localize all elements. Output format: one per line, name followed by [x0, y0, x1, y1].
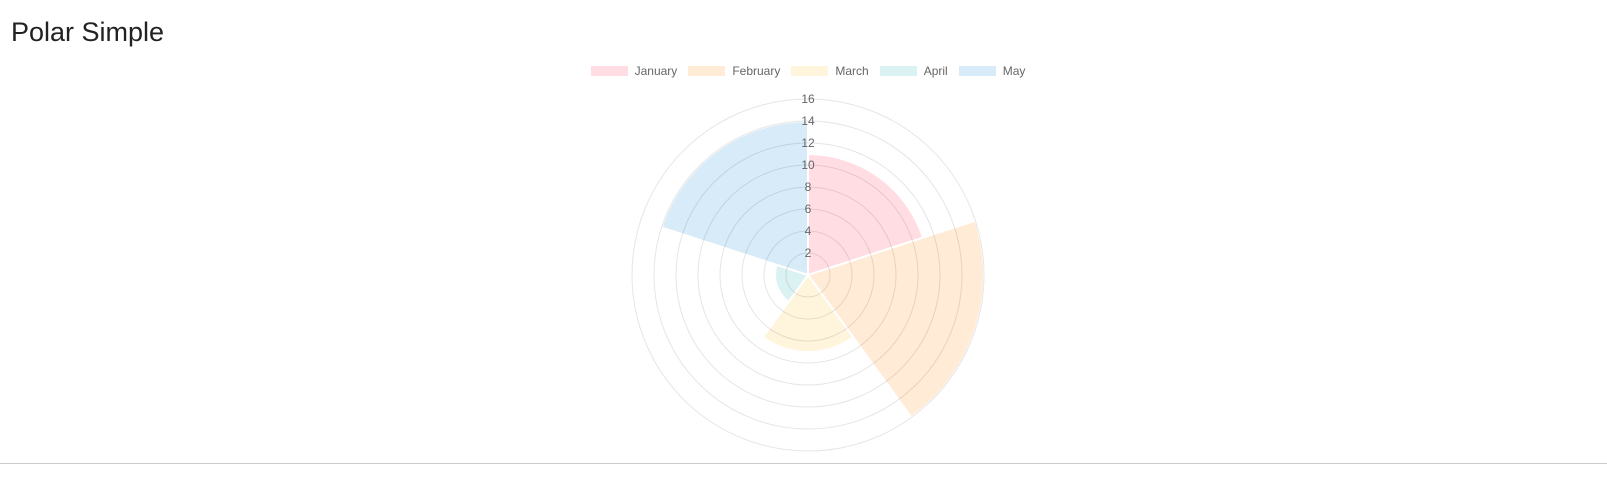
- divider: [0, 463, 1607, 464]
- tick-label: 14: [801, 114, 815, 128]
- polar-segment-february[interactable]: [806, 219, 985, 419]
- tick-label: 8: [805, 180, 812, 194]
- legend-item-march[interactable]: March: [791, 64, 869, 78]
- grid-ring: [675, 142, 941, 408]
- legend-item-april[interactable]: April: [879, 64, 948, 78]
- tick-label: 16: [801, 92, 815, 106]
- legend-item-may[interactable]: May: [958, 64, 1026, 78]
- page-title: Polar Simple: [11, 17, 165, 47]
- legend-label: April: [923, 64, 948, 78]
- chart-legend: January February March April May: [0, 64, 1607, 78]
- polar-segment-march[interactable]: [761, 273, 855, 353]
- tick-label: 10: [801, 158, 815, 172]
- grid-ring: [763, 230, 853, 320]
- legend-swatch: [791, 66, 829, 76]
- tick-label: 4: [805, 224, 812, 238]
- grid-ring: [741, 208, 875, 342]
- tick-label: 2: [805, 246, 812, 260]
- grid-ring: [785, 252, 831, 298]
- legend-item-january[interactable]: January: [590, 64, 678, 78]
- legend-swatch: [688, 66, 726, 76]
- polar-segment-january[interactable]: [807, 152, 925, 277]
- grid-ring: [719, 186, 897, 364]
- legend-swatch: [958, 66, 996, 76]
- legend-label: May: [1002, 64, 1026, 78]
- grid-ring: [653, 120, 963, 430]
- tick-label: 6: [805, 202, 812, 216]
- legend-swatch: [590, 66, 628, 76]
- tick-label: 12: [801, 136, 815, 150]
- legend-label: January: [634, 64, 678, 78]
- legend-label: March: [835, 64, 869, 78]
- polar-segment-may[interactable]: [660, 119, 809, 277]
- legend-label: February: [732, 64, 781, 78]
- grid-ring: [697, 164, 919, 386]
- legend-item-february[interactable]: February: [688, 64, 780, 78]
- legend-swatch: [879, 66, 917, 76]
- grid-ring: [631, 98, 985, 452]
